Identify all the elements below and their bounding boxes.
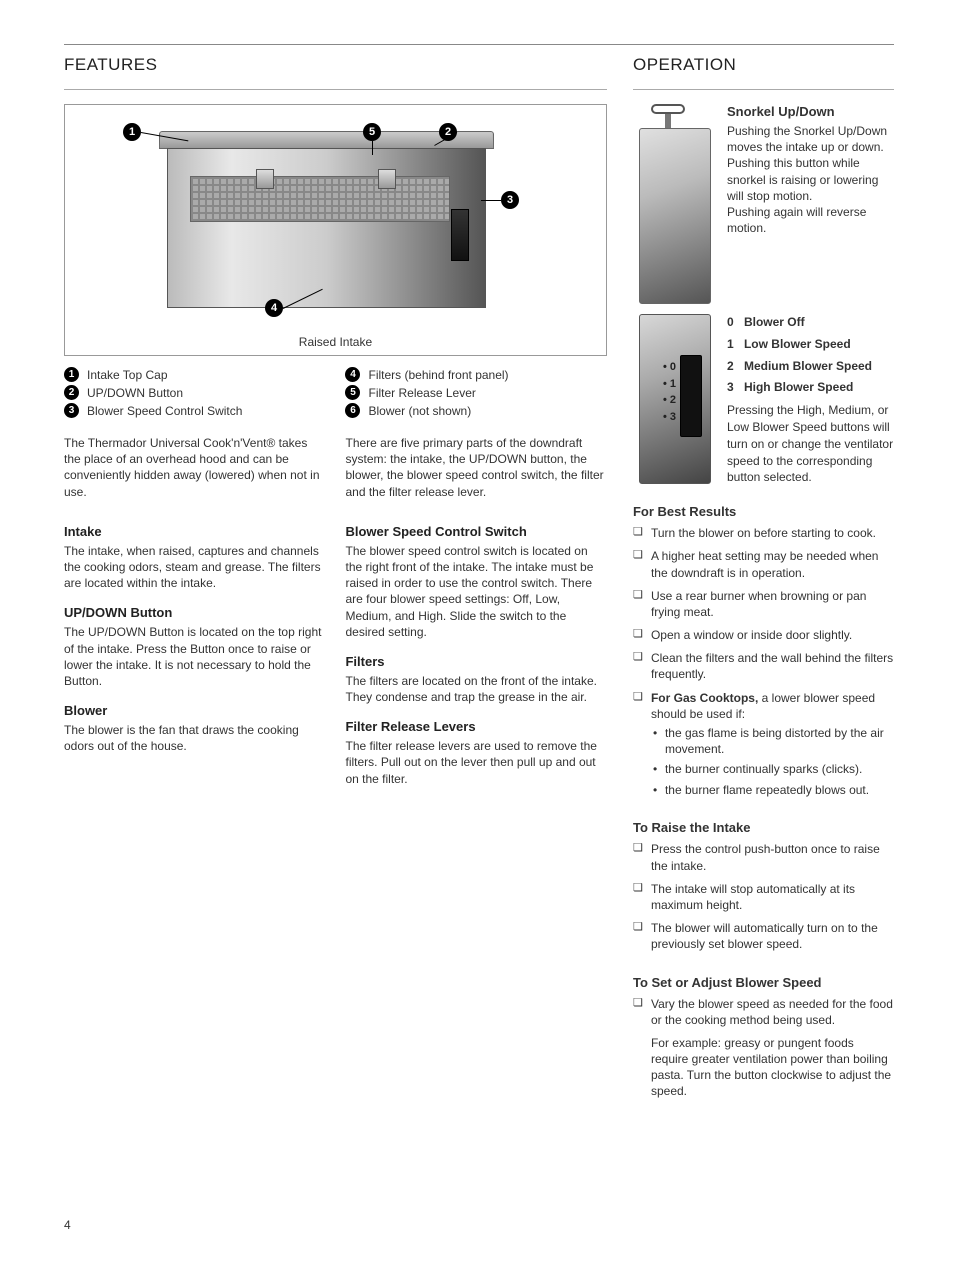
list-item: The blower will automatically turn on to… bbox=[633, 920, 894, 952]
list-item: Use a rear burner when browning or pan f… bbox=[633, 588, 894, 620]
features-rule bbox=[64, 89, 607, 90]
list-item-gas: For Gas Cooktops, a lower blower speed s… bbox=[633, 690, 894, 799]
adjust-list: Vary the blower speed as needed for the … bbox=[633, 996, 894, 1028]
speed-mark: • 0 bbox=[654, 359, 676, 376]
snorkel-text: Pushing again will reverse motion. bbox=[727, 204, 894, 236]
list-item: Open a window or inside door slightly. bbox=[633, 627, 894, 643]
intake-illustration bbox=[159, 131, 494, 321]
callout-4: 4 bbox=[265, 299, 283, 317]
intro-left: The Thermador Universal Cook'n'Vent® tak… bbox=[64, 435, 325, 500]
snorkel-illustration bbox=[633, 104, 715, 304]
snorkel-heading: Snorkel Up/Down bbox=[727, 104, 894, 119]
legend-item: 3Blower Speed Control Switch bbox=[64, 403, 325, 418]
callout-3: 3 bbox=[501, 191, 519, 209]
speed-block: • 0 • 1 • 2 • 3 0Blower Off 1Low Blower … bbox=[633, 314, 894, 486]
sub-heading: Filter Release Levers bbox=[345, 719, 606, 734]
speed-note: Pressing the High, Medium, or Low Blower… bbox=[727, 402, 894, 486]
operation-title: OPERATION bbox=[633, 55, 894, 75]
best-results-list: Turn the blower on before starting to co… bbox=[633, 525, 894, 798]
speed-mark: • 1 bbox=[654, 376, 676, 393]
speed-mark: • 3 bbox=[654, 409, 676, 426]
legend-item: 1Intake Top Cap bbox=[64, 367, 325, 382]
speed-illustration: • 0 • 1 • 2 • 3 bbox=[633, 314, 715, 484]
speed-item: 2Medium Blower Speed bbox=[727, 358, 894, 375]
legend-item: 2UP/DOWN Button bbox=[64, 385, 325, 400]
sub-item: the burner flame repeatedly blows out. bbox=[651, 783, 894, 799]
list-item: Press the control push-button once to ra… bbox=[633, 841, 894, 873]
raise-list: Press the control push-button once to ra… bbox=[633, 841, 894, 952]
body-text: The intake, when raised, captures and ch… bbox=[64, 543, 325, 592]
adjust-note: For example: greasy or pungent foods req… bbox=[633, 1035, 894, 1100]
features-column: FEATURES 1 5 2 3 4 Raised bbox=[64, 55, 607, 1100]
page-columns: FEATURES 1 5 2 3 4 Raised bbox=[64, 55, 894, 1100]
body-text: The filter release levers are used to re… bbox=[345, 738, 606, 787]
features-diagram: 1 5 2 3 4 Raised Intake bbox=[64, 104, 607, 356]
body-text: The UP/DOWN Button is located on the top… bbox=[64, 624, 325, 689]
callout-1: 1 bbox=[123, 123, 141, 141]
top-rule bbox=[64, 44, 894, 45]
adjust-heading: To Set or Adjust Blower Speed bbox=[633, 975, 894, 990]
callout-5: 5 bbox=[363, 123, 381, 141]
legend-item: 6Blower (not shown) bbox=[345, 403, 606, 418]
snorkel-block: Snorkel Up/Down Pushing the Snorkel Up/D… bbox=[633, 104, 894, 304]
speed-mark: • 2 bbox=[654, 392, 676, 409]
snorkel-text: Pushing the Snorkel Up/Down moves the in… bbox=[727, 123, 894, 204]
speed-item: 0Blower Off bbox=[727, 314, 894, 331]
sub-heading: UP/DOWN Button bbox=[64, 605, 325, 620]
raise-heading: To Raise the Intake bbox=[633, 820, 894, 835]
features-title: FEATURES bbox=[64, 55, 607, 75]
list-item: Vary the blower speed as needed for the … bbox=[633, 996, 894, 1028]
operation-rule bbox=[633, 89, 894, 90]
speed-item: 3High Blower Speed bbox=[727, 379, 894, 396]
sub-item: the burner continually sparks (clicks). bbox=[651, 762, 894, 778]
best-results-heading: For Best Results bbox=[633, 504, 894, 519]
intro-right: There are five primary parts of the down… bbox=[345, 435, 606, 500]
body-text: The blower is the fan that draws the coo… bbox=[64, 722, 325, 754]
speed-item: 1Low Blower Speed bbox=[727, 336, 894, 353]
list-item: A higher heat setting may be needed when… bbox=[633, 548, 894, 580]
features-intro: The Thermador Universal Cook'n'Vent® tak… bbox=[64, 435, 607, 500]
list-item: The intake will stop automatically at it… bbox=[633, 881, 894, 913]
diagram-caption: Raised Intake bbox=[65, 335, 606, 349]
list-item: Clean the filters and the wall behind th… bbox=[633, 650, 894, 682]
legend-item: 5Filter Release Lever bbox=[345, 385, 606, 400]
features-detail-columns: Intake The intake, when raised, captures… bbox=[64, 524, 607, 787]
page-number: 4 bbox=[64, 1218, 71, 1232]
sub-heading: Blower Speed Control Switch bbox=[345, 524, 606, 539]
sub-heading: Filters bbox=[345, 654, 606, 669]
sub-item: the gas flame is being distorted by the … bbox=[651, 726, 894, 757]
operation-column: OPERATION Snorkel Up/Down Pushing the Sn… bbox=[633, 55, 894, 1100]
body-text: The blower speed control switch is locat… bbox=[345, 543, 606, 640]
list-item: Turn the blower on before starting to co… bbox=[633, 525, 894, 541]
legend-item: 4Filters (behind front panel) bbox=[345, 367, 606, 382]
sub-heading: Blower bbox=[64, 703, 325, 718]
sub-heading: Intake bbox=[64, 524, 325, 539]
body-text: The filters are located on the front of … bbox=[345, 673, 606, 705]
diagram-legend: 1Intake Top Cap 2UP/DOWN Button 3Blower … bbox=[64, 364, 607, 421]
